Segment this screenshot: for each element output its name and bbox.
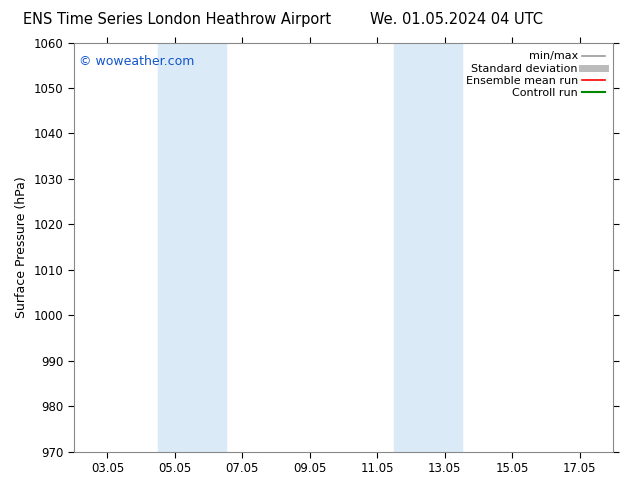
Bar [158, 43, 226, 452]
Bar [394, 43, 462, 452]
Text: ENS Time Series London Heathrow Airport: ENS Time Series London Heathrow Airport [23, 12, 332, 27]
Legend: min/max, Standard deviation, Ensemble mean run, Controll run: min/max, Standard deviation, Ensemble me… [462, 48, 608, 101]
Y-axis label: Surface Pressure (hPa): Surface Pressure (hPa) [15, 176, 28, 318]
Text: We. 01.05.2024 04 UTC: We. 01.05.2024 04 UTC [370, 12, 543, 27]
Text: © woweather.com: © woweather.com [79, 55, 195, 68]
